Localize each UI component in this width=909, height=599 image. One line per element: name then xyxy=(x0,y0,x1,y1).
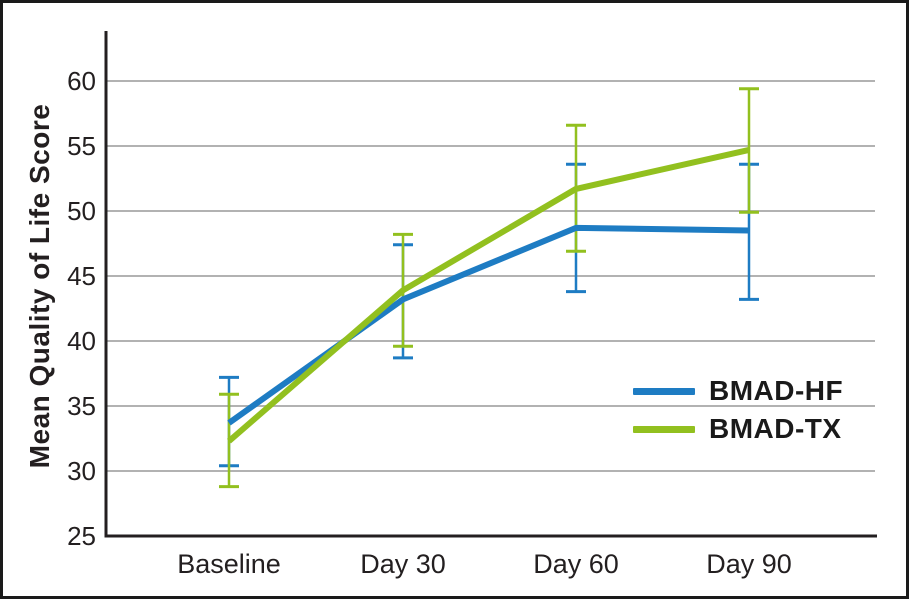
x-tick-label: Baseline xyxy=(177,549,281,579)
x-tick-label: Day 60 xyxy=(533,549,619,579)
y-tick-label: 35 xyxy=(67,391,96,421)
series-line-bmad-hf xyxy=(227,224,750,426)
legend-swatch-bmad-tx xyxy=(633,425,695,433)
y-tick-label: 25 xyxy=(67,521,96,551)
legend-label-bmad-tx: BMAD-TX xyxy=(709,413,842,444)
y-tick-label: 60 xyxy=(67,66,96,96)
legend-label-bmad-hf: BMAD-HF xyxy=(709,375,844,406)
y-tick-label: 40 xyxy=(67,326,96,356)
x-tick-label: Day 30 xyxy=(360,549,446,579)
y-tick-label: 30 xyxy=(67,456,96,486)
x-tick-label: Day 90 xyxy=(706,549,792,579)
legend-item-bmad-hf: BMAD-HF xyxy=(633,372,843,410)
legend: BMAD-HF BMAD-TX xyxy=(633,372,843,448)
legend-item-bmad-tx: BMAD-TX xyxy=(633,410,843,448)
y-tick-label: 45 xyxy=(67,261,96,291)
series-line-bmad-tx xyxy=(227,146,750,444)
legend-swatch-bmad-hf xyxy=(633,387,695,395)
y-axis-title: Mean Quality of Life Score xyxy=(24,103,55,469)
y-tick-label: 50 xyxy=(67,196,96,226)
line-chart-canvas: 25 30 35 40 45 50 55 60 Baseline Day 30 Day 60 Day … xyxy=(67,31,877,579)
y-tick-label: 55 xyxy=(67,131,96,161)
